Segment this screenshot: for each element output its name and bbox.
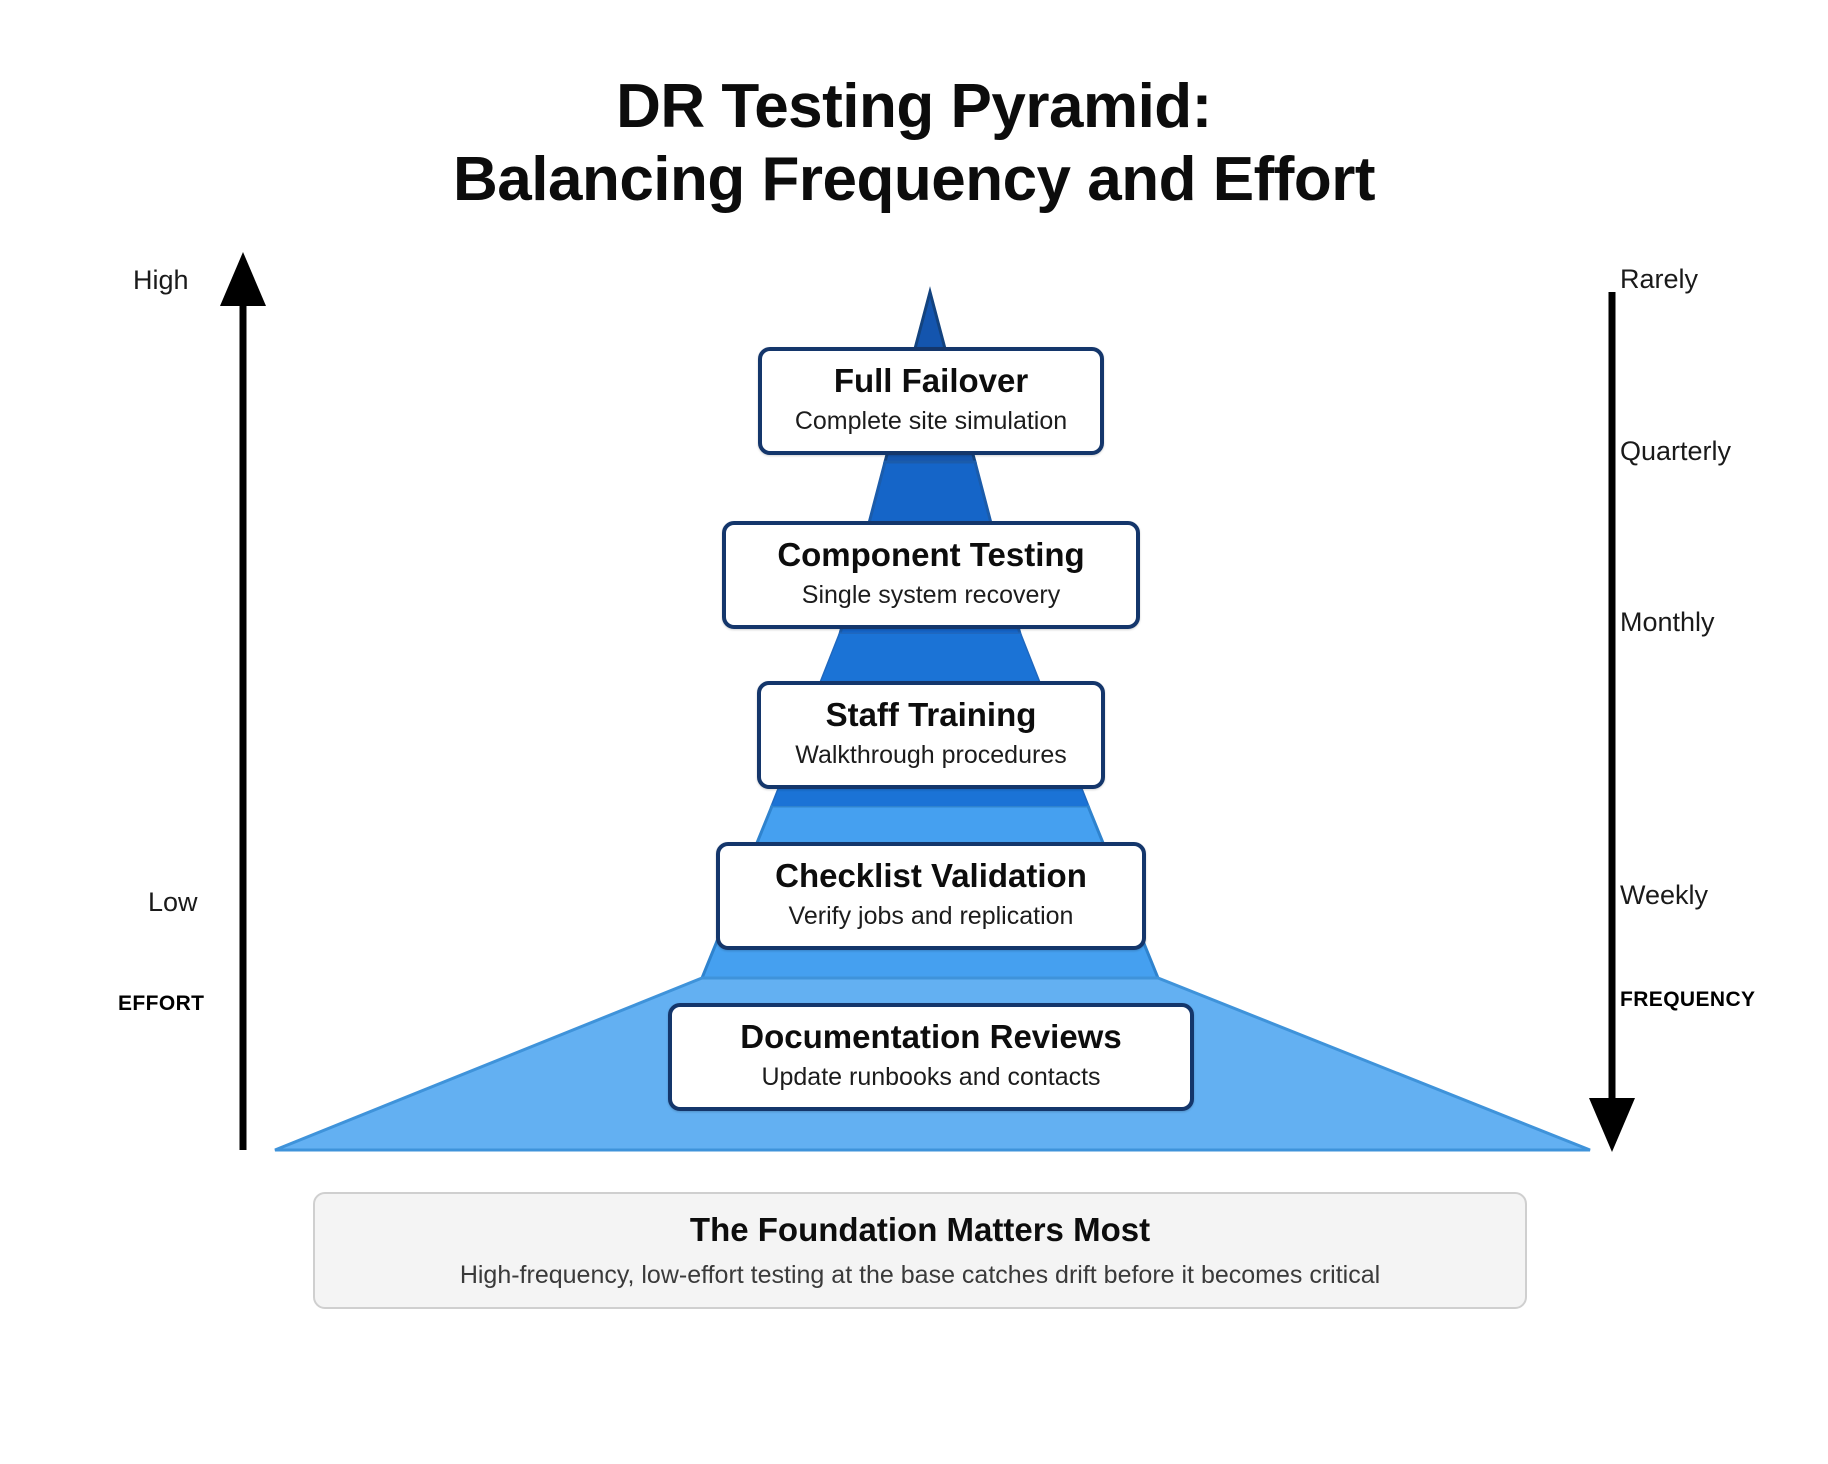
page-title: DR Testing Pyramid: Balancing Frequency … [0, 70, 1828, 216]
level-description: Walkthrough procedures [795, 741, 1067, 770]
level-description: Verify jobs and replication [788, 902, 1074, 931]
pyramid-level-card-full-failover[interactable]: Full Failover Complete site simulation [758, 347, 1104, 455]
callout-heading: The Foundation Matters Most [689, 1211, 1151, 1248]
pyramid-level-card-checklist-validation[interactable]: Checklist Validation Verify jobs and rep… [716, 842, 1146, 950]
effort-low-label: Low [148, 887, 198, 917]
frequency-tick-monthly: Monthly [1620, 607, 1715, 637]
frequency-tick-weekly: Weekly [1620, 880, 1709, 910]
pyramid-level-card-staff-training[interactable]: Staff Training Walkthrough procedures [757, 681, 1105, 789]
frequency-axis-title: FREQUENCY [1620, 988, 1756, 1011]
effort-axis-title: EFFORT [118, 992, 205, 1015]
level-title: Checklist Validation [775, 857, 1087, 894]
level-description: Single system recovery [801, 581, 1061, 610]
title-line-2: Balancing Frequency and Effort [452, 145, 1376, 215]
title-line-1: DR Testing Pyramid: [616, 72, 1212, 141]
pyramid-level-card-documentation-reviews[interactable]: Documentation Reviews Update runbooks an… [668, 1003, 1194, 1111]
frequency-axis-arrowhead-icon [1589, 1098, 1635, 1152]
foundation-callout: The Foundation Matters Most High-frequen… [313, 1192, 1527, 1309]
effort-axis-arrowhead-icon [220, 252, 266, 306]
pyramid-level-card-component-testing[interactable]: Component Testing Single system recovery [722, 521, 1140, 629]
frequency-tick-quarterly: Quarterly [1620, 436, 1732, 466]
level-description: Complete site simulation [794, 407, 1068, 436]
frequency-tick-rarely: Rarely [1620, 264, 1699, 294]
effort-high-label: High [133, 265, 189, 295]
level-title: Component Testing [777, 536, 1085, 573]
level-title: Full Failover [833, 362, 1029, 399]
level-description: Update runbooks and contacts [761, 1063, 1101, 1092]
level-title: Documentation Reviews [740, 1018, 1122, 1055]
callout-subtext: High-frequency, low-effort testing at th… [459, 1260, 1381, 1289]
level-title: Staff Training [825, 696, 1037, 733]
